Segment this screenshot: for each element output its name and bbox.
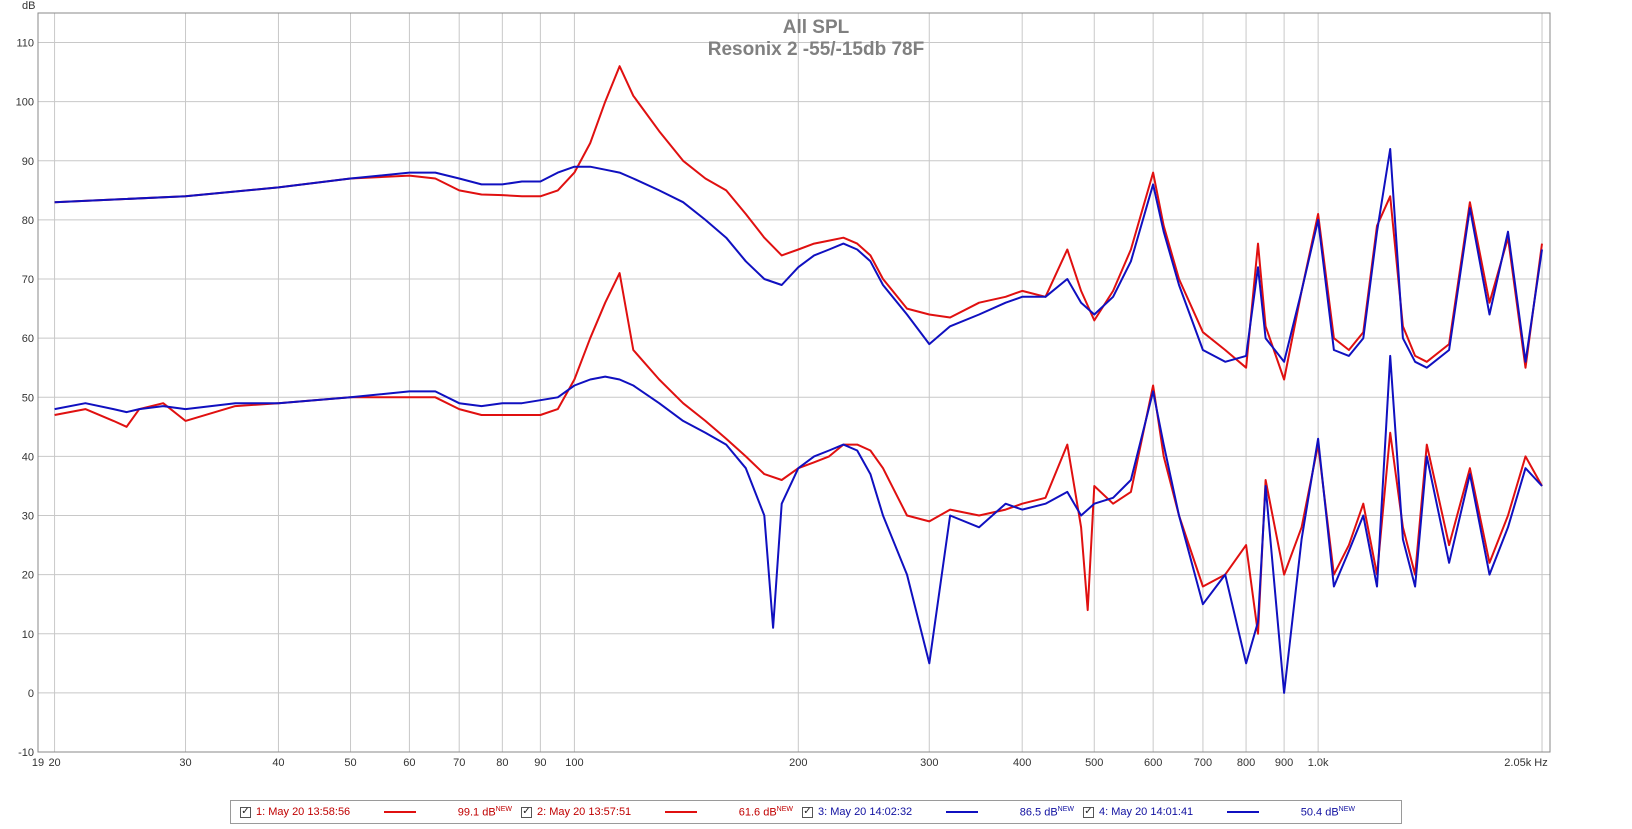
y-tick-label: 110 <box>16 38 34 50</box>
x-tick-label: 900 <box>1275 757 1293 769</box>
legend-checkbox-4[interactable]: ✓ <box>1083 806 1094 818</box>
y-tick-label: 20 <box>22 570 34 582</box>
y-tick-label: 90 <box>22 156 34 168</box>
y-tick-label: 50 <box>22 392 34 404</box>
x-tick-label: 50 <box>344 757 356 769</box>
series-line-1 <box>54 65 1543 381</box>
x-tick-label: 90 <box>534 757 546 769</box>
legend-swatch-4 <box>1227 811 1259 813</box>
legend-value-3: 86.5 dBNEW <box>1019 805 1074 819</box>
y-tick-label: 30 <box>22 511 34 523</box>
legend-label-3: 3: May 20 14:02:32 <box>818 806 913 818</box>
legend-item-1[interactable]: ✓ 1: May 20 13:58:56 99.1 dBNEW <box>231 801 512 823</box>
x-tick-label: 400 <box>1013 757 1031 769</box>
x-tick-label: 500 <box>1085 757 1103 769</box>
legend-swatch-2 <box>665 811 697 813</box>
x-tick-label: 19 <box>32 757 44 769</box>
legend-swatch-1 <box>384 811 416 813</box>
x-tick-label: 30 <box>179 757 191 769</box>
series-line-4 <box>54 354 1543 694</box>
y-tick-label: 10 <box>22 629 34 641</box>
y-tick-label: -10 <box>18 747 34 759</box>
x-tick-label: 300 <box>920 757 938 769</box>
y-tick-label: 0 <box>28 688 34 700</box>
legend-item-3[interactable]: ✓ 3: May 20 14:02:32 86.5 dBNEW <box>793 801 1074 823</box>
y-tick-label: 60 <box>22 333 34 345</box>
x-tick-label: 70 <box>453 757 465 769</box>
x-tick-label: 20 <box>48 757 60 769</box>
series-lines <box>54 65 1543 694</box>
x-tick-label: 200 <box>789 757 807 769</box>
axis-ticks: -10 0 10 20 30 40 50 60 70 80 90 100 110 19 20 30 40 50 60… <box>16 38 1548 769</box>
x-tick-label: 700 <box>1194 757 1212 769</box>
plot-frame <box>37 12 1551 753</box>
chart-subtitle: Resonix 2 -55/-15db 78F <box>708 39 924 60</box>
x-tick-label: 2.05k Hz <box>1504 757 1547 769</box>
legend-item-2[interactable]: ✓ 2: May 20 13:57:51 61.6 dBNEW <box>512 801 793 823</box>
x-tick-label: 80 <box>496 757 508 769</box>
legend-label-1: 1: May 20 13:58:56 <box>256 806 351 818</box>
series-line-2 <box>54 272 1543 635</box>
legend: ✓ 1: May 20 13:58:56 99.1 dBNEW ✓ 2: May… <box>230 800 1402 824</box>
y-axis-unit-label: dB <box>22 0 35 12</box>
x-tick-label: 1.0k <box>1308 757 1329 769</box>
legend-value-4: 50.4 dBNEW <box>1300 805 1355 819</box>
series-line-3 <box>54 148 1543 369</box>
y-tick-label: 80 <box>22 215 34 227</box>
y-tick-label: 70 <box>22 274 34 286</box>
x-tick-label: 100 <box>565 757 583 769</box>
legend-item-4[interactable]: ✓ 4: May 20 14:01:41 50.4 dBNEW <box>1074 801 1355 823</box>
legend-checkbox-1[interactable]: ✓ <box>240 806 251 818</box>
legend-swatch-3 <box>946 811 978 813</box>
legend-label-2: 2: May 20 13:57:51 <box>537 806 632 818</box>
grid-lines <box>38 13 1550 753</box>
legend-value-2: 61.6 dBNEW <box>738 805 793 819</box>
y-tick-label: 100 <box>16 97 34 109</box>
legend-label-4: 4: May 20 14:01:41 <box>1099 806 1194 818</box>
x-tick-label: 600 <box>1144 757 1162 769</box>
legend-checkbox-2[interactable]: ✓ <box>521 806 532 818</box>
x-tick-label: 60 <box>403 757 415 769</box>
x-tick-label: 800 <box>1237 757 1255 769</box>
y-tick-label: 40 <box>22 451 34 463</box>
legend-checkbox-3[interactable]: ✓ <box>802 806 813 818</box>
x-tick-label: 40 <box>272 757 284 769</box>
legend-value-1: 99.1 dBNEW <box>457 805 512 819</box>
chart-title: All SPL <box>783 17 850 38</box>
